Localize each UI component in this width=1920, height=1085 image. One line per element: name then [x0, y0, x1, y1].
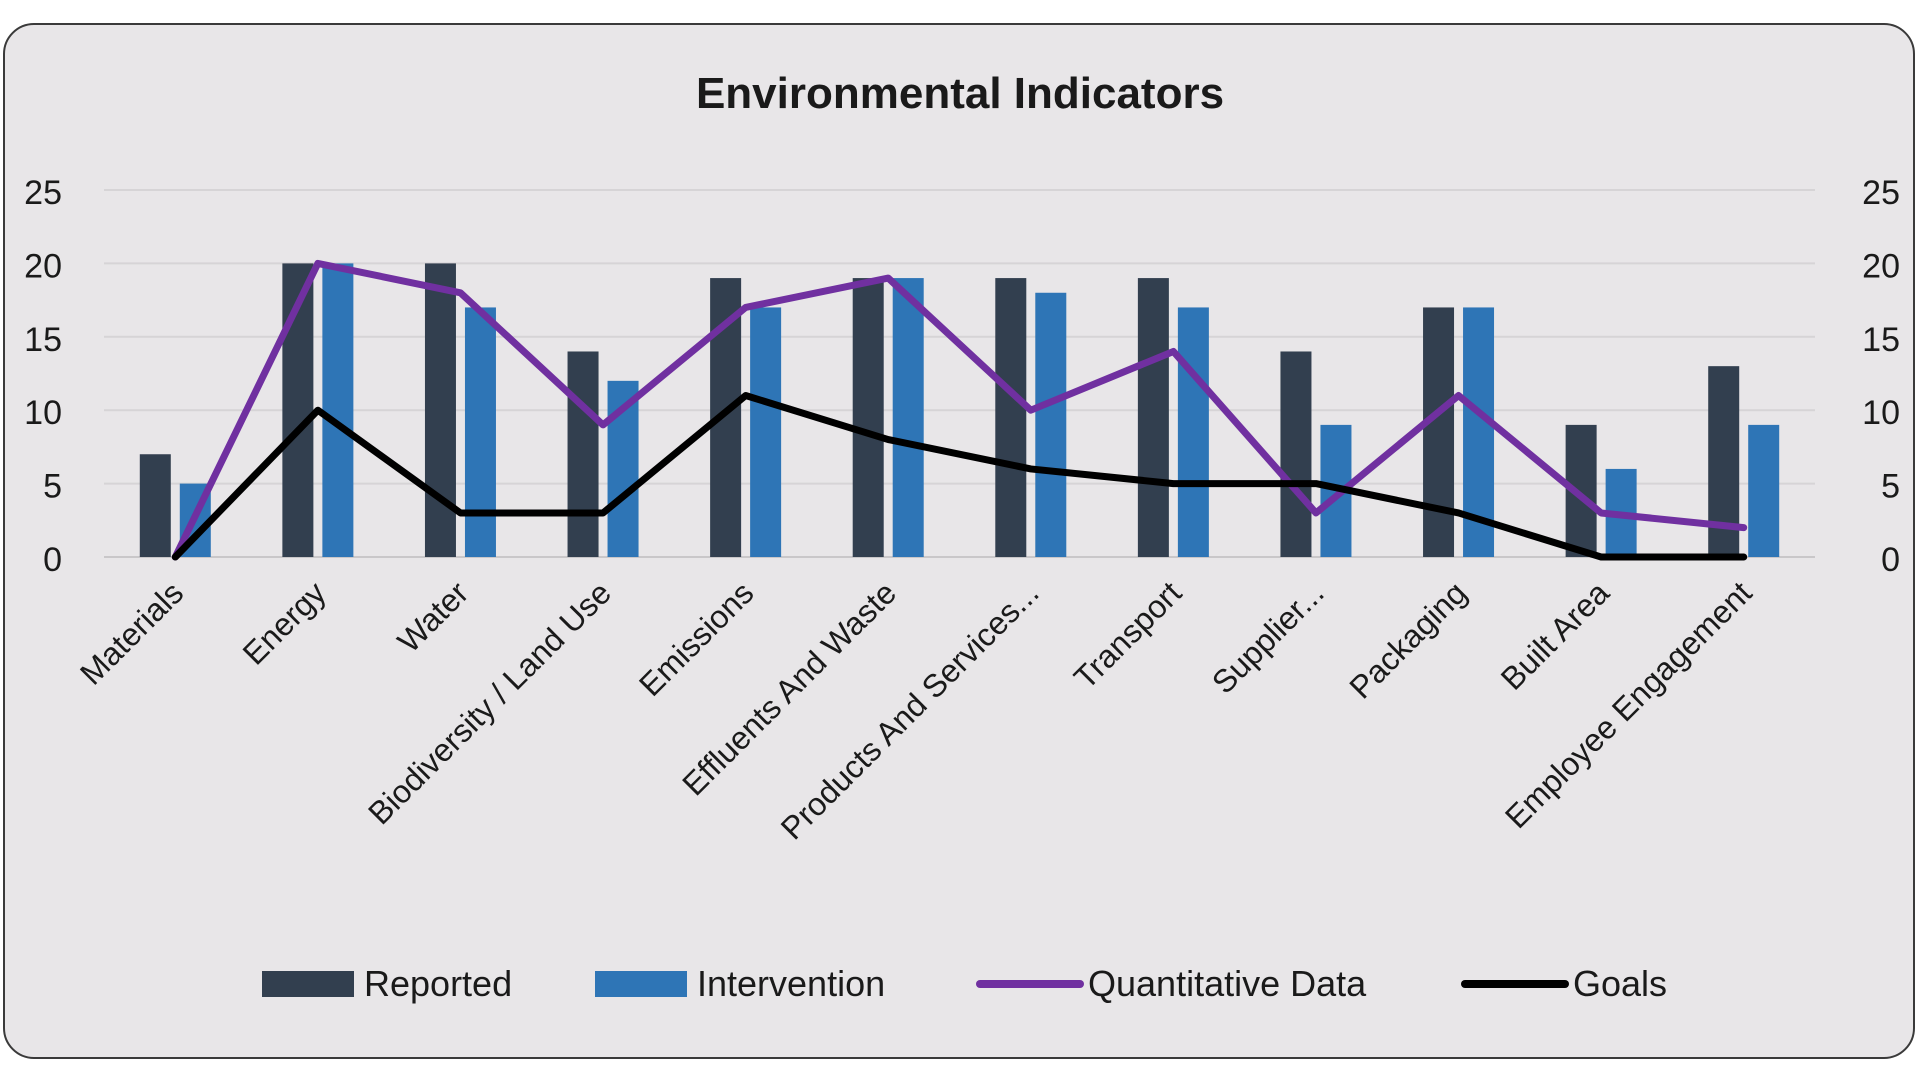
chart-title: Environmental Indicators: [696, 69, 1224, 118]
y-tick-label-right: 20: [1862, 247, 1900, 285]
y-tick-label-left: 0: [43, 541, 62, 579]
bar-intervention-transport: [1178, 307, 1209, 557]
legend-label-reported: Reported: [364, 963, 512, 1004]
bar-intervention-employee-engagement: [1748, 425, 1779, 557]
legend-label-goals: Goals: [1573, 963, 1667, 1004]
legend-swatch-reported: [262, 971, 354, 997]
bar-reported-effluents-and-waste: [853, 278, 884, 557]
bar-reported-products-and-services: [995, 278, 1026, 557]
bar-reported-materials: [140, 454, 171, 557]
bar-intervention-effluents-and-waste: [893, 278, 924, 557]
bar-intervention-energy: [322, 263, 353, 557]
bar-intervention-water: [465, 307, 496, 557]
bar-intervention-products-and-services: [1035, 293, 1066, 557]
legend-label-intervention: Intervention: [697, 963, 885, 1004]
y-tick-label-left: 25: [24, 174, 62, 212]
y-tick-label-right: 5: [1881, 468, 1900, 506]
y-tick-label-left: 20: [24, 247, 62, 285]
y-tick-label-left: 5: [43, 468, 62, 506]
bar-reported-packaging: [1423, 307, 1454, 557]
y-tick-label-right: 10: [1862, 394, 1900, 432]
legend-label-quantitative-data: Quantitative Data: [1088, 963, 1367, 1004]
y-tick-label-right: 25: [1862, 174, 1900, 212]
bar-reported-supplier: [1280, 351, 1311, 557]
legend-swatch-intervention: [595, 971, 687, 997]
y-tick-label-left: 10: [24, 394, 62, 432]
bar-reported-water: [425, 263, 456, 557]
y-tick-label-right: 15: [1862, 321, 1900, 359]
y-tick-label-left: 15: [24, 321, 62, 359]
bar-reported-transport: [1138, 278, 1169, 557]
bar-reported-biodiversity-land-use: [568, 351, 599, 557]
y-tick-label-right: 0: [1881, 541, 1900, 579]
bar-intervention-emissions: [750, 307, 781, 557]
